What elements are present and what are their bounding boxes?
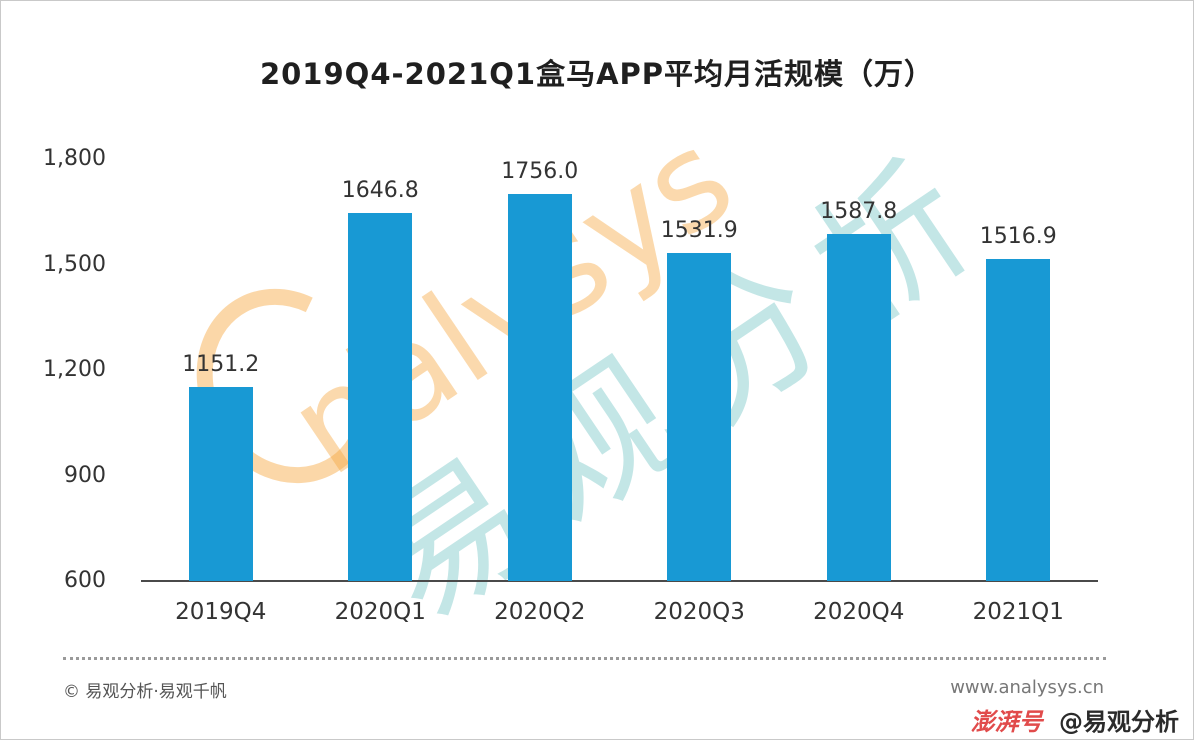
x-tick-label: 2020Q2 xyxy=(494,599,586,625)
x-tick-label: 2020Q4 xyxy=(813,599,905,625)
bar-slot: 1756.0 xyxy=(460,159,620,581)
x-axis-line xyxy=(141,580,1098,582)
bar-slot: 1151.2 xyxy=(141,159,301,581)
bar-slot: 1587.8 xyxy=(779,159,939,581)
pengpai-logo: 澎湃号 xyxy=(970,708,1043,736)
bar-value-label: 1516.9 xyxy=(979,223,1057,249)
bar-2020Q1 xyxy=(348,212,413,581)
y-tick-label: 1,800 xyxy=(43,146,106,171)
bar-2020Q2 xyxy=(507,194,572,581)
y-axis: 600 900 1,200 1,500 1,800 xyxy=(41,146,106,593)
x-tick-label: 2019Q4 xyxy=(175,599,267,625)
bar-slot: 1531.9 xyxy=(620,159,780,581)
x-tick-label: 2020Q3 xyxy=(653,599,745,625)
bar-value-label: 1646.8 xyxy=(341,177,419,203)
bar-value-label: 1151.2 xyxy=(182,352,260,378)
chart-title: 2019Q4-2021Q1盒马APP平均月活规模（万） xyxy=(259,57,935,91)
y-tick-label: 1,500 xyxy=(43,251,106,277)
bar-value-label: 1587.8 xyxy=(820,198,898,224)
bar-slot: 1516.9 xyxy=(939,159,1099,581)
x-tick-label: 2020Q1 xyxy=(334,599,426,625)
y-tick-label: 1,200 xyxy=(43,357,106,382)
x-axis-labels: 2019Q4 2020Q1 2020Q2 2020Q3 2020Q4 2021Q1 xyxy=(141,599,1098,625)
y-tick-label: 600 xyxy=(64,568,106,593)
dotted-divider xyxy=(63,657,1106,660)
bar-value-label: 1531.9 xyxy=(660,218,738,244)
bar-2021Q1 xyxy=(986,258,1051,581)
bar-2019Q4 xyxy=(188,387,253,581)
bar-2020Q4 xyxy=(826,233,891,581)
website-url: www.analysys.cn xyxy=(950,677,1104,698)
chart-footer: © 易观分析·易观千帆 www.analysys.cn xyxy=(63,677,1104,702)
y-tick-label: 900 xyxy=(64,462,106,488)
bar-2020Q3 xyxy=(667,253,732,581)
bar-value-label: 1756.0 xyxy=(501,159,579,184)
copyright-text: © 易观分析·易观千帆 xyxy=(63,682,227,702)
attribution-line: 澎湃号 @易观分析 xyxy=(971,702,1179,737)
bar-slot: 1646.8 xyxy=(301,159,461,581)
plot-area: 1151.2 1646.8 1756.0 1531.9 1587.8 1516.9 xyxy=(141,159,1098,581)
x-tick-label: 2021Q1 xyxy=(972,599,1064,625)
author-handle: @易观分析 xyxy=(1059,708,1179,736)
